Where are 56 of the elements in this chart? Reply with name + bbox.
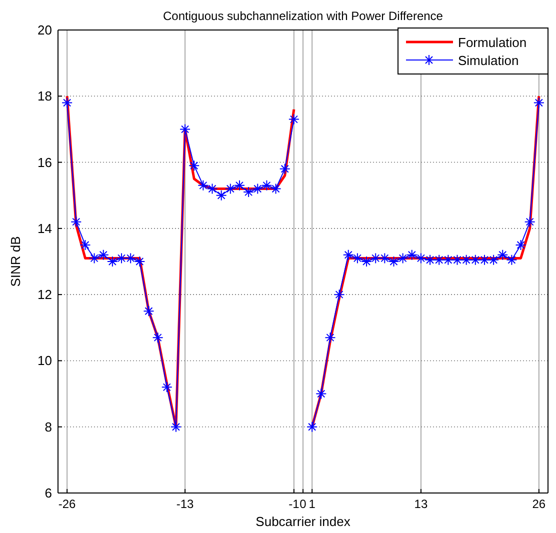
point bbox=[470, 254, 481, 266]
point bbox=[478, 254, 490, 266]
x-tick-label: 13 bbox=[414, 497, 428, 511]
y-tick-label: 18 bbox=[38, 88, 52, 104]
point bbox=[316, 388, 327, 400]
point bbox=[334, 289, 345, 300]
y-tick-label: 14 bbox=[38, 220, 52, 236]
y-tick-label: 20 bbox=[38, 22, 52, 38]
point bbox=[206, 183, 218, 194]
y-axis-title: SINR dB bbox=[8, 236, 23, 287]
point bbox=[533, 97, 544, 108]
y-tick-label: 8 bbox=[44, 419, 52, 434]
x-tick-label: -26 bbox=[58, 497, 76, 511]
point bbox=[125, 252, 136, 264]
chart-title: Contiguous subchannelization with Power Difference bbox=[163, 9, 444, 23]
point bbox=[434, 254, 445, 266]
point bbox=[515, 239, 526, 250]
point bbox=[161, 382, 172, 393]
point bbox=[134, 256, 146, 267]
y-tick-label: 12 bbox=[38, 287, 52, 302]
point bbox=[188, 160, 200, 172]
x-axis-title: Subcarrier index bbox=[256, 514, 351, 529]
point bbox=[442, 254, 454, 266]
point bbox=[143, 306, 154, 317]
point bbox=[506, 254, 518, 266]
point bbox=[279, 163, 290, 174]
point bbox=[80, 239, 91, 250]
x-tick-label: 1 bbox=[308, 497, 316, 511]
point bbox=[180, 124, 191, 135]
point bbox=[306, 421, 318, 432]
point bbox=[415, 252, 426, 264]
point bbox=[216, 190, 227, 201]
point bbox=[152, 332, 164, 344]
point bbox=[352, 252, 363, 264]
y-tick-label: 10 bbox=[38, 353, 52, 368]
point bbox=[170, 421, 182, 432]
legend-label: Simulation bbox=[458, 53, 519, 68]
x-tick-label: -1 bbox=[288, 497, 300, 511]
point bbox=[460, 254, 472, 266]
point bbox=[524, 216, 536, 228]
point bbox=[62, 97, 73, 108]
point bbox=[452, 254, 463, 266]
y-tick-label: 6 bbox=[44, 486, 52, 500]
point bbox=[288, 114, 300, 125]
point bbox=[198, 180, 209, 191]
point bbox=[379, 252, 390, 264]
point bbox=[70, 216, 82, 228]
x-tick-label: -13 bbox=[176, 497, 194, 511]
x-tick-label: 0 bbox=[300, 497, 307, 511]
point bbox=[270, 183, 282, 194]
legend-label: Formulation bbox=[458, 35, 527, 50]
y-tick-label: 16 bbox=[38, 154, 52, 170]
point bbox=[324, 332, 336, 344]
point bbox=[342, 249, 354, 260]
x-tick-label: 26 bbox=[532, 497, 546, 511]
point bbox=[424, 254, 436, 266]
